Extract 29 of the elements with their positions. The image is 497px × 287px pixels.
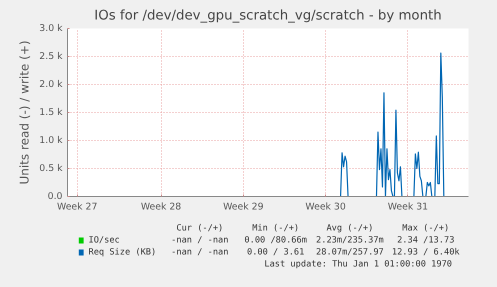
x-tick-label: Week 27	[57, 202, 98, 212]
chart-title: IOs for /dev/dev_gpu_scratch_vg/scratch - by month	[94, 8, 442, 24]
text: -nan / -nan	[171, 236, 228, 246]
y-tick-label: 3.0 k	[39, 23, 64, 34]
y-tick-label: 1.0 k	[39, 135, 64, 146]
y-tick-label: 2.0 k	[39, 79, 64, 90]
x-tick-label: Week 30	[305, 202, 346, 212]
x-tick-label: Week 31	[388, 202, 428, 212]
x-tick-label: Week 28	[140, 202, 182, 212]
text: -nan / -nan	[171, 248, 228, 258]
text: Max (-/+)	[402, 224, 450, 234]
legend-label: Req Size (KB)	[88, 248, 156, 258]
text: Avg (-/+)	[326, 224, 374, 234]
text: 2.34 /13.73	[397, 236, 454, 246]
text: Last update: Thu Jan 1 01:00:00 1970	[264, 260, 452, 270]
text: 28.07m/257.97	[316, 248, 384, 258]
y-tick-label: 2.5 k	[39, 51, 64, 62]
text: Cur (-/+)	[176, 224, 224, 234]
y-tick-label: 0.0	[48, 191, 63, 202]
y-tick-label: 1.5 k	[39, 107, 64, 118]
text: 12.93 / 6.40k	[392, 248, 460, 258]
text: 0.00 / 3.61	[247, 248, 304, 258]
x-tick-label: Week 29	[223, 202, 264, 212]
y-tick-label: 0.5 k	[39, 163, 64, 174]
y-axis-title: Units read (-) / write (+)	[17, 40, 32, 185]
text: 0.00 /80.66m	[244, 236, 307, 246]
text: Min (-/+)	[252, 224, 300, 234]
legend-label: IO/sec	[88, 236, 120, 246]
text: 2.23m/235.37m	[316, 236, 384, 246]
